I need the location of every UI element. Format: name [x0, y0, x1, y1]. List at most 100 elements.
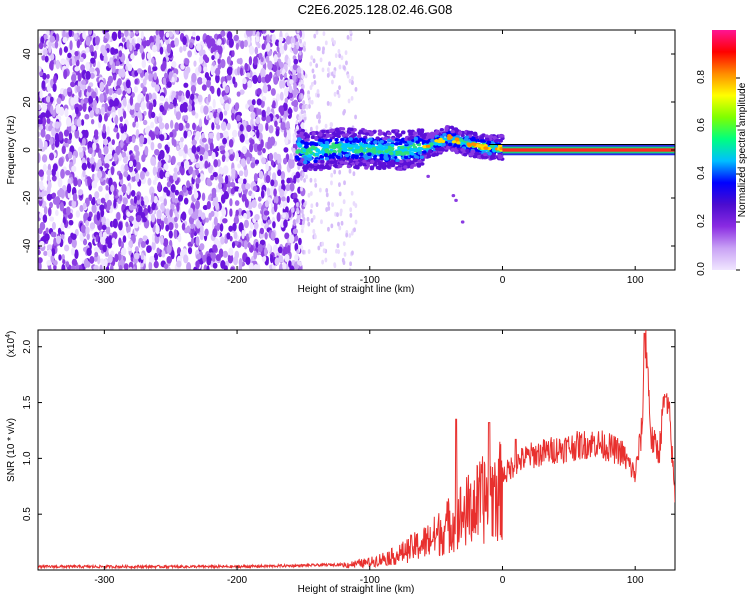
heatmap-cell — [279, 91, 284, 101]
heatmap-cell — [38, 249, 41, 256]
heatmap-cell — [148, 261, 153, 270]
heatmap-cell — [190, 93, 195, 101]
heatmap-cell — [325, 192, 329, 198]
heatmap-cell — [99, 93, 105, 103]
heatmap-cell — [245, 183, 251, 190]
heatmap-cell — [208, 194, 212, 201]
heatmap-cell — [330, 180, 333, 186]
heatmap-cell — [279, 189, 285, 198]
heatmap-cell — [181, 222, 186, 231]
heatmap-cell — [68, 132, 73, 141]
heatmap-cell — [62, 36, 68, 43]
heatmap-cell — [199, 243, 205, 251]
heatmap-cell — [206, 79, 211, 88]
colorbar-tick-label: 0.0 — [696, 262, 707, 276]
heatmap-cell — [144, 126, 151, 135]
heatmap-cell — [98, 185, 103, 192]
heatmap-cell — [108, 177, 113, 188]
heatmap-cell — [175, 30, 180, 35]
heatmap-cell — [82, 238, 88, 246]
heatmap-cell — [439, 147, 444, 152]
heatmap-cell — [85, 70, 91, 80]
heatmap-cell — [216, 132, 221, 142]
heatmap-cell — [279, 73, 284, 81]
heatmap-cell — [168, 175, 175, 184]
heatmap-cell — [470, 137, 475, 142]
heatmap-cell — [327, 206, 331, 211]
heatmap-cell — [52, 231, 57, 238]
heatmap-cell — [377, 150, 382, 154]
heatmap-cell — [56, 235, 62, 245]
heatmap-cell — [170, 119, 174, 129]
heatmap-cell — [171, 155, 176, 165]
heatmap-cell — [49, 35, 56, 43]
heatmap-cell — [300, 109, 304, 115]
heatmap-cell — [212, 228, 218, 238]
heatmap-cell — [340, 55, 344, 61]
heatmap-cell — [348, 158, 354, 162]
heatmap-cell — [200, 224, 204, 233]
heatmap-cell — [103, 138, 109, 146]
heatmap-cell — [143, 86, 148, 93]
heatmap-cell — [174, 122, 179, 132]
heatmap-cell — [71, 124, 76, 132]
heatmap-cell — [147, 204, 151, 213]
heatmap-cell — [201, 137, 207, 143]
heatmap-cell — [141, 59, 147, 69]
heatmap-cell — [230, 266, 235, 270]
heatmap-cell — [291, 101, 296, 107]
heatmap-cell — [163, 263, 169, 270]
heatmap-cell — [55, 59, 61, 70]
heatmap-cell — [231, 241, 236, 249]
heatmap-cell — [46, 169, 52, 176]
heatmap-cell — [417, 128, 422, 133]
heatmap-cell — [484, 134, 489, 138]
heatmap-cell — [81, 162, 88, 171]
y-tick-label: -40 — [22, 238, 33, 253]
heatmap-cell — [221, 154, 226, 163]
heatmap-cell — [220, 30, 226, 37]
heatmap-cell — [317, 111, 321, 117]
heatmap-cell — [417, 159, 422, 164]
heatmap-cell — [174, 222, 179, 229]
heatmap-cell — [38, 140, 43, 149]
heatmap-cell — [182, 44, 187, 52]
heatmap-cell — [484, 146, 489, 150]
heatmap-cell — [296, 142, 301, 146]
heatmap-cell — [93, 129, 99, 137]
y-tick-label: 40 — [22, 48, 33, 60]
heatmap-cell — [100, 106, 105, 115]
heatmap-cell — [110, 166, 115, 176]
heatmap-cell — [104, 193, 110, 201]
heatmap-cell — [350, 190, 354, 196]
heatmap-cell — [308, 104, 311, 109]
heatmap-cell — [113, 127, 119, 133]
heatmap-cell — [318, 133, 323, 137]
heatmap-cell — [346, 34, 350, 40]
heatmap-cell — [300, 79, 304, 85]
heatmap-cell — [284, 253, 290, 262]
heatmap-cell — [117, 107, 123, 117]
heatmap-cell — [456, 141, 461, 145]
heatmap-cell — [70, 247, 75, 256]
heatmap-cell — [284, 206, 289, 214]
heatmap-cell — [327, 201, 331, 207]
heatmap-cell — [47, 249, 52, 258]
heatmap-cell — [86, 161, 91, 168]
heatmap-cell — [195, 154, 200, 160]
heatmap-cell — [97, 158, 102, 168]
heatmap-cell — [165, 31, 170, 38]
heatmap-cell — [342, 65, 346, 71]
heatmap-cell — [139, 44, 144, 54]
heatmap-cell — [273, 53, 278, 63]
spectrogram-ylabel: Frequency (Hz) — [6, 116, 17, 185]
heatmap-cell — [118, 221, 123, 231]
heatmap-cell — [290, 206, 295, 213]
heatmap-cell — [250, 161, 256, 169]
heatmap-cell — [434, 139, 439, 143]
heatmap-cell — [401, 130, 406, 135]
heatmap-cell — [296, 249, 300, 255]
heatmap-cell — [284, 232, 290, 240]
heatmap-cell — [51, 175, 57, 182]
heatmap-cell — [342, 144, 347, 149]
